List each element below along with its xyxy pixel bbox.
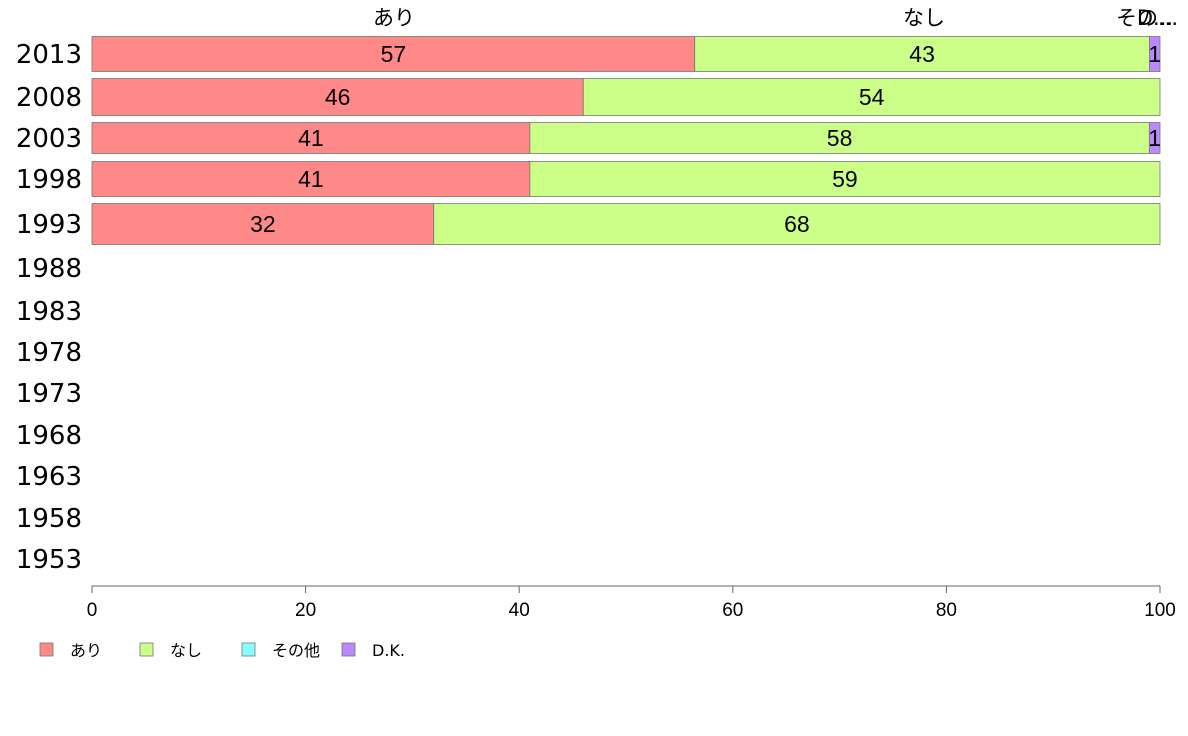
x-tick-label-40: 40 [509, 600, 530, 621]
bar-2003-nashi [529, 122, 1150, 154]
data-label-1998-nashi: 59 [832, 166, 858, 192]
bar-2003-ari [91, 122, 531, 154]
bar-row-2013: 57 43 1 [91, 36, 1161, 72]
bar-2013-dk [1149, 36, 1161, 72]
year-label-1988: 1988 [16, 254, 82, 284]
top-series-labels: あり なし その...D... [373, 6, 1178, 30]
year-labels: 2013 2008 2003 1998 1993 1988 1983 1978 1973 1968… [16, 40, 82, 575]
x-tick-label-100: 100 [1144, 600, 1176, 621]
legend-item-sonota: その他 [241, 641, 320, 660]
year-label-1983: 1983 [16, 297, 82, 327]
top-label-sonota: その... [1116, 6, 1178, 30]
year-label-1978: 1978 [16, 338, 82, 368]
legend-label-nashi: なし [170, 641, 202, 660]
legend-item-ari: あり [39, 641, 102, 660]
bar-row-1998: 41 59 [91, 161, 1161, 197]
x-tick-label-80: 80 [936, 600, 957, 621]
year-label-2013: 2013 [16, 40, 82, 70]
legend-swatch-dk [341, 642, 356, 657]
data-label-1998-ari: 41 [298, 166, 324, 192]
data-label-2003-nashi: 58 [827, 125, 853, 151]
x-tick-label-20: 20 [295, 600, 316, 621]
bar-1993-ari [91, 203, 435, 245]
year-label-1993: 1993 [16, 210, 82, 240]
legend-swatch-sonota [241, 642, 256, 657]
x-axis: 0 20 40 60 80 100 [87, 585, 1176, 621]
top-label-nashi: なし [903, 6, 945, 30]
bars: 57 43 1 46 54 41 58 1 41 59 32 68 [91, 36, 1161, 245]
year-label-2003: 2003 [16, 124, 82, 154]
year-label-1973: 1973 [16, 379, 82, 409]
legend-label-ari: あり [70, 641, 102, 660]
year-label-1963: 1963 [16, 462, 82, 492]
bar-row-2003: 41 58 1 [91, 122, 1161, 154]
year-label-1958: 1958 [16, 504, 82, 534]
bar-2008-nashi [582, 78, 1161, 116]
bar-1998-nashi [529, 161, 1161, 197]
bar-2003-dk [1148, 122, 1161, 154]
legend-item-dk: D.K. [341, 641, 405, 660]
bar-row-1993: 32 68 [91, 203, 1161, 245]
bar-1998-ari [91, 161, 531, 197]
legend: あり なし その他 D.K. [39, 641, 405, 660]
data-label-2008-nashi: 54 [859, 84, 885, 110]
year-label-1953: 1953 [16, 545, 82, 575]
x-tick-label-60: 60 [722, 600, 743, 621]
bar-row-2008: 46 54 [91, 78, 1161, 116]
bar-2008-ari [91, 78, 584, 116]
data-label-2013-ari: 57 [381, 41, 407, 67]
data-label-1993-ari: 32 [250, 211, 276, 237]
bar-1993-nashi [433, 203, 1161, 245]
data-label-2003-ari: 41 [298, 125, 324, 151]
data-label-1993-nashi: 68 [784, 211, 810, 237]
legend-label-dk: D.K. [372, 641, 405, 660]
data-label-2003-dk: 1 [1148, 125, 1161, 151]
legend-swatch-ari [39, 642, 54, 657]
top-label-ari: あり [373, 6, 415, 30]
data-label-2013-nashi: 43 [909, 41, 935, 67]
x-tick-label-0: 0 [87, 600, 98, 621]
legend-label-sonota: その他 [272, 641, 320, 660]
legend-item-nashi: なし [139, 641, 202, 660]
bar-2013-nashi [694, 36, 1150, 72]
year-label-1998: 1998 [16, 165, 82, 195]
year-label-2008: 2008 [16, 83, 82, 113]
data-label-2013-dk: 1 [1148, 41, 1161, 67]
top-label-dk: D... [1137, 6, 1173, 30]
year-label-1968: 1968 [16, 421, 82, 451]
bar-2013-ari [91, 36, 696, 72]
data-label-2008-ari: 46 [325, 84, 351, 110]
legend-swatch-nashi [139, 642, 154, 657]
